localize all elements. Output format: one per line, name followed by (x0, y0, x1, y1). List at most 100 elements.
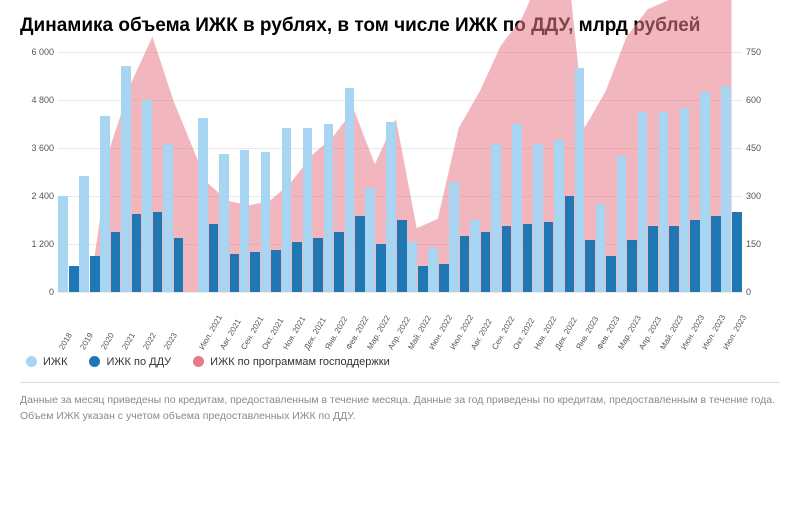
bar-light (121, 66, 131, 292)
bar-dark (732, 212, 742, 292)
bar-group (386, 52, 407, 292)
bar-group (407, 52, 428, 292)
bar-dark (606, 256, 616, 292)
bar-light (659, 112, 669, 292)
x-tick-label: 2018 (58, 331, 75, 351)
bar-dark (355, 216, 365, 292)
bar-light (449, 182, 459, 292)
bar-dark (69, 266, 79, 292)
bar-light (386, 122, 396, 292)
bar-light (512, 124, 522, 292)
x-tick-label: 2020 (100, 331, 117, 351)
bar-group (449, 52, 470, 292)
bar-group (658, 52, 679, 292)
y-right-tick: 450 (746, 143, 780, 153)
bar-group (595, 52, 616, 292)
bar-dark (132, 214, 142, 292)
bar-group (260, 52, 281, 292)
swatch-dark-icon (89, 356, 100, 367)
bar-group (163, 52, 184, 292)
x-tick-label: 2023 (162, 331, 179, 351)
bar-dark (174, 238, 184, 292)
bar-dark (313, 238, 323, 292)
bar-dark (481, 232, 491, 292)
divider (20, 382, 780, 383)
bar-light (470, 220, 480, 292)
bar-group (679, 52, 700, 292)
bar-dark (250, 252, 260, 292)
bar-light (680, 108, 690, 292)
bar-light (58, 196, 68, 292)
y-left-tick: 6 000 (20, 47, 54, 57)
bar-dark (153, 212, 163, 292)
bar-group (281, 52, 302, 292)
bar-group (533, 52, 554, 292)
bar-light (428, 248, 438, 292)
bar-light (554, 140, 564, 292)
bars-container (58, 52, 742, 292)
bar-light (345, 88, 355, 292)
bar-light (617, 156, 627, 292)
y-axis-left: 01 2002 4003 6004 8006 000 (20, 52, 54, 292)
bar-dark (90, 256, 100, 292)
x-axis-labels: 201820192020202120222023Июл. 2021Авг. 20… (58, 296, 742, 346)
y-left-tick: 0 (20, 287, 54, 297)
bar-dark (334, 232, 344, 292)
bar-dark (648, 226, 658, 292)
bar-dark (271, 250, 281, 292)
bar-dark (111, 232, 121, 292)
bar-group (302, 52, 323, 292)
bar-group (219, 52, 240, 292)
bar-group (637, 52, 658, 292)
y-right-tick: 600 (746, 95, 780, 105)
bar-dark (690, 220, 700, 292)
bar-dark (627, 240, 637, 292)
bar-dark (418, 266, 428, 292)
bar-dark (397, 220, 407, 292)
bar-group (240, 52, 261, 292)
y-right-tick: 750 (746, 47, 780, 57)
bar-light (219, 154, 229, 292)
bar-dark (523, 224, 533, 292)
bar-group (554, 52, 575, 292)
legend-item-light: ИЖК (26, 356, 67, 368)
bar-group (323, 52, 344, 292)
x-tick-label: 2022 (141, 331, 158, 351)
y-right-tick: 150 (746, 239, 780, 249)
bar-dark (544, 222, 554, 292)
bar-dark (669, 226, 679, 292)
plot-area (58, 52, 742, 292)
bar-light (721, 86, 731, 292)
legend: ИЖК ИЖК по ДДУ ИЖК по программам господд… (20, 356, 780, 368)
chart-area: 01 2002 4003 6004 8006 000 0150300450600… (20, 52, 780, 352)
bar-group (58, 52, 79, 292)
bar-group (575, 52, 596, 292)
x-tick-label: Июл. 2023 (721, 313, 748, 351)
y-axis-right: 0150300450600750 (746, 52, 780, 292)
bar-light (240, 150, 250, 292)
bar-light (533, 144, 543, 292)
bar-dark (585, 240, 595, 292)
bar-group (512, 52, 533, 292)
bar-light (282, 128, 292, 292)
bar-light (142, 100, 152, 292)
bar-group (142, 52, 163, 292)
bar-light (261, 152, 271, 292)
swatch-red-icon (193, 356, 204, 367)
bar-dark (292, 242, 302, 292)
legend-label-light: ИЖК (43, 356, 67, 368)
bar-dark (460, 236, 470, 292)
bar-light (407, 242, 417, 292)
bar-dark (209, 224, 219, 292)
swatch-light-icon (26, 356, 37, 367)
bar-dark (376, 244, 386, 292)
bar-group (79, 52, 100, 292)
legend-item-red: ИЖК по программам господдержки (193, 356, 390, 368)
bar-group (470, 52, 491, 292)
bar-dark (711, 216, 721, 292)
chart-title: Динамика объема ИЖК в рублях, в том числ… (20, 14, 780, 38)
bar-light (79, 176, 89, 292)
bar-group (100, 52, 121, 292)
bar-dark (230, 254, 240, 292)
bar-group (721, 52, 742, 292)
